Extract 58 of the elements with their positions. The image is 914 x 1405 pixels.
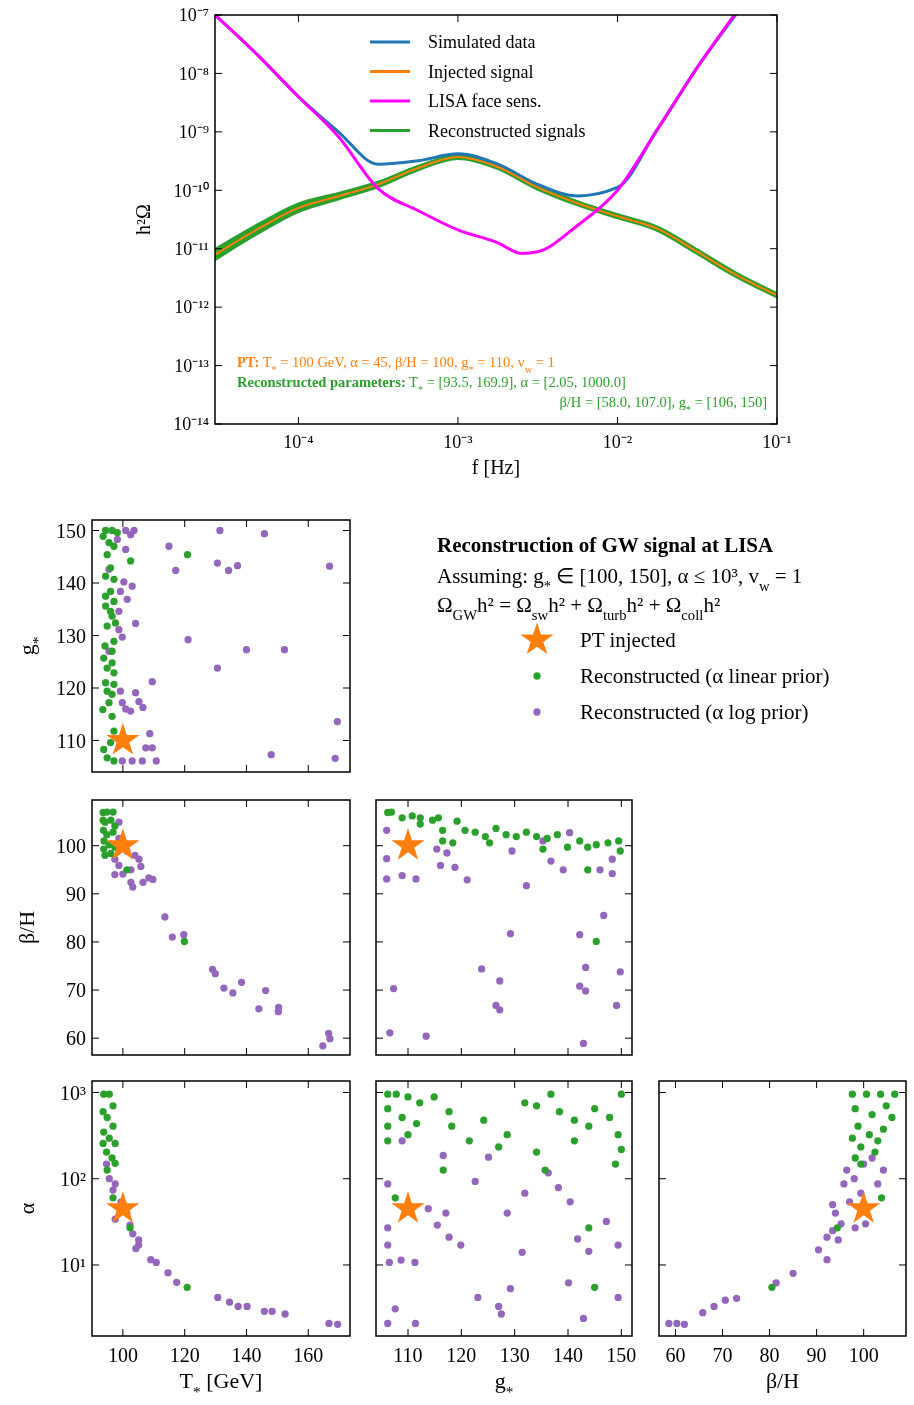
annotation: β/H = [58.0, 107.0], g$_{*}$ = [106, 150] [559,394,767,415]
y-tick-label: 60 [66,1027,86,1050]
annotation: Reconstructed parameters: T$_{*}$ = [93.5, 169.9], α = [2.05, 1000.0] [237,374,626,395]
legend-label: LISA face sens. [428,91,542,111]
text: Assuming: g$_{*}$ ∈ [100, 150], α ≤ 10³, v$_{w}$ = 1 [437,564,803,594]
x-tick-label: 100 [107,1344,138,1366]
x-tick-label: 90 [806,1344,827,1366]
text: Ω$_{GW}$h² = Ω$_{sw}$h² + Ω$_{turb}$h² + Ω$_{coll}$h² [437,593,721,623]
x-tick-label: 140 [231,1344,262,1366]
y-tick-label: 10⁻¹¹ [174,239,209,260]
x-axis-title: f [Hz] [471,456,521,478]
legend-label: Simulated data [428,32,536,52]
x-tick-label: 100 [848,1344,879,1366]
y-tick-label: 140 [56,572,86,594]
legend-label: Reconstructed (α log prior) [580,700,809,724]
x-tick-label: 110 [393,1344,423,1366]
y-tick-label: 10⁻¹² [174,297,209,318]
y-tick-label: 70 [66,979,86,1002]
legend-label: Reconstructed (α linear prior) [580,664,830,688]
x-axis-title: g$_{*}$ [494,1368,514,1400]
y-axis-title: α [14,1202,39,1215]
y-axis-title: β/H [14,910,39,945]
y-tick-label: 10⁻¹⁰ [173,180,209,201]
y-tick-label: 10² [60,1167,86,1190]
x-axis-title: T$_{*}$ [GeV] [179,1368,263,1400]
y-tick-label: 80 [66,930,86,953]
y-tick-label: 120 [56,677,86,699]
x-tick-label: 150 [606,1344,637,1366]
legend-label: PT injected [580,628,677,652]
x-tick-label: 10⁻¹ [762,432,792,452]
x-tick-label: 80 [759,1344,780,1366]
x-tick-label: 10⁻² [602,432,633,452]
x-tick-label: 60 [665,1344,686,1366]
annotation: PT: T$_{*}$ = 100 GeV, α = 45, β/H = 100, g$_{*}$ = 110, v$_{w}$ = 1 [237,354,555,375]
y-tick-label: 10¹ [60,1253,86,1276]
x-tick-label: 160 [293,1344,324,1366]
y-tick-label: 10⁻⁹ [178,122,209,143]
x-tick-label: 10⁻⁴ [283,432,314,452]
legend-title: Reconstruction of GW signal at LISA [437,533,775,557]
y-tick-label: 150 [56,519,86,542]
x-tick-label: 130 [499,1344,530,1366]
y-tick-label: 130 [56,624,86,647]
y-tick-label: 90 [66,882,86,905]
y-tick-label: 10⁻¹⁴ [173,414,209,435]
y-tick-label: 10⁻¹³ [174,355,210,376]
x-tick-label: 120 [446,1344,477,1366]
y-tick-label: 110 [56,729,86,752]
legend-label: Injected signal [428,61,534,82]
legend-label: Reconstructed signals [428,120,586,141]
y-tick-label: 10⁻⁷ [178,5,209,26]
x-axis-title: β/H [765,1368,800,1393]
x-tick-label: 10⁻³ [443,432,474,452]
y-tick-label: 10³ [60,1081,86,1104]
y-tick-label: 100 [56,834,86,857]
y-axis-title: h²Ω [132,204,154,235]
y-tick-label: 10⁻⁸ [178,63,209,84]
x-tick-label: 140 [553,1344,583,1366]
x-tick-label: 70 [712,1344,733,1366]
